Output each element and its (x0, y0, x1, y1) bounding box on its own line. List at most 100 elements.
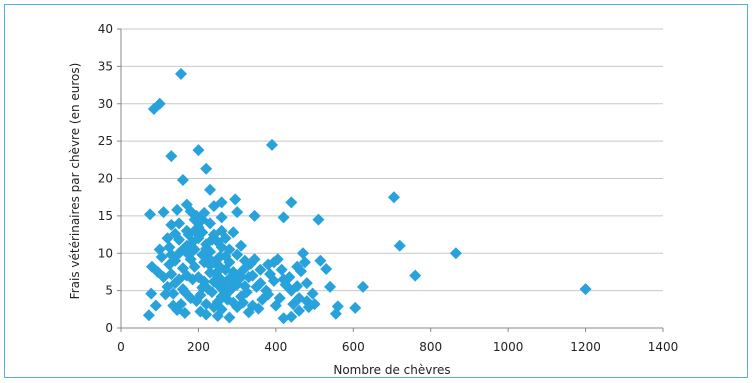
x-tick-label: 600 (342, 340, 365, 354)
x-tick-label: 0 (117, 340, 125, 354)
y-tick-label: 10 (98, 246, 113, 260)
data-point (198, 275, 211, 288)
data-point (200, 162, 213, 175)
data-point (409, 269, 422, 282)
data-point (235, 271, 248, 284)
data-point (157, 271, 170, 284)
data-point (277, 211, 290, 224)
data-points (142, 67, 592, 325)
data-point (167, 287, 180, 300)
data-point (252, 302, 265, 315)
data-point (204, 183, 217, 196)
data-point (144, 208, 157, 221)
data-point (300, 277, 313, 290)
data-point (182, 248, 195, 261)
chart-frame: 0 5 10 15 20 25 30 35 40 0 200 400 600 800 1000 1200 14… (4, 4, 748, 378)
data-point (171, 304, 184, 317)
data-point (211, 265, 224, 278)
data-point (393, 239, 406, 252)
data-point (269, 299, 282, 312)
x-tick-label: 400 (264, 340, 287, 354)
y-tick-label: 40 (98, 22, 113, 36)
data-point (219, 289, 232, 302)
data-point (329, 307, 342, 320)
data-point (264, 268, 277, 281)
data-point (149, 299, 162, 312)
data-point (192, 144, 205, 157)
data-point (165, 150, 178, 163)
data-point (248, 253, 261, 266)
data-point (153, 243, 166, 256)
data-point (176, 173, 189, 186)
data-point (356, 280, 369, 293)
data-point (579, 283, 592, 296)
data-point (200, 308, 213, 321)
data-point (349, 301, 362, 314)
data-point (207, 228, 220, 241)
data-point (157, 206, 170, 219)
x-tick-label: 800 (419, 340, 442, 354)
y-tick-label: 15 (98, 209, 113, 223)
data-point (271, 253, 284, 266)
data-point (165, 218, 178, 231)
scatter-chart: 0 5 10 15 20 25 30 35 40 0 200 400 600 800 1000 1200 14… (68, 22, 678, 377)
y-tick-label: 20 (98, 172, 113, 186)
data-point (173, 217, 186, 230)
x-axis-title: Nombre de chèvres (333, 363, 450, 377)
data-point (180, 224, 193, 237)
data-point (244, 257, 257, 270)
data-point (184, 205, 197, 218)
data-point (215, 274, 228, 287)
data-point (207, 256, 220, 269)
data-point (200, 242, 213, 255)
y-tick-label: 0 (105, 321, 113, 335)
x-tick-label: 1200 (570, 340, 601, 354)
data-point (205, 286, 218, 299)
data-point (153, 97, 166, 110)
data-point (163, 241, 176, 254)
y-tick-labels: 0 5 10 15 20 25 30 35 40 (98, 22, 113, 335)
data-point (242, 271, 255, 284)
data-point (236, 296, 249, 309)
data-point (285, 196, 298, 209)
data-point (161, 280, 174, 293)
data-point (171, 203, 184, 216)
data-point (145, 260, 158, 273)
data-point (312, 213, 325, 226)
data-point (277, 312, 290, 325)
data-point (223, 272, 236, 285)
data-point (320, 262, 333, 275)
x-tick-label: 200 (187, 340, 210, 354)
data-point (291, 280, 304, 293)
data-point (231, 206, 244, 219)
data-point (207, 275, 220, 288)
data-point (215, 303, 228, 316)
data-point (314, 254, 327, 267)
data-point (142, 309, 155, 322)
data-point (215, 211, 228, 224)
data-point (254, 277, 267, 290)
data-point (219, 232, 232, 245)
data-point (296, 247, 309, 260)
data-point (145, 287, 158, 300)
y-axis-title: Frais vétérinaires par chèvre (en euros) (68, 63, 82, 300)
data-point (254, 263, 267, 276)
data-point (227, 226, 240, 239)
x-tick-label: 1400 (648, 340, 679, 354)
data-point (198, 206, 211, 219)
data-point (188, 224, 201, 237)
data-point (219, 250, 232, 263)
x-tick-labels: 0 200 400 600 800 1000 1200 1400 (117, 340, 678, 354)
data-point (175, 67, 188, 80)
y-tick-label: 25 (98, 134, 113, 148)
data-point (285, 310, 298, 323)
data-point (298, 256, 311, 269)
data-point (324, 280, 337, 293)
data-point (283, 271, 296, 284)
data-point (287, 298, 300, 311)
data-point (302, 301, 315, 314)
data-point (229, 193, 242, 206)
y-tick-label: 5 (105, 284, 113, 298)
data-point (240, 286, 253, 299)
data-point (387, 191, 400, 204)
